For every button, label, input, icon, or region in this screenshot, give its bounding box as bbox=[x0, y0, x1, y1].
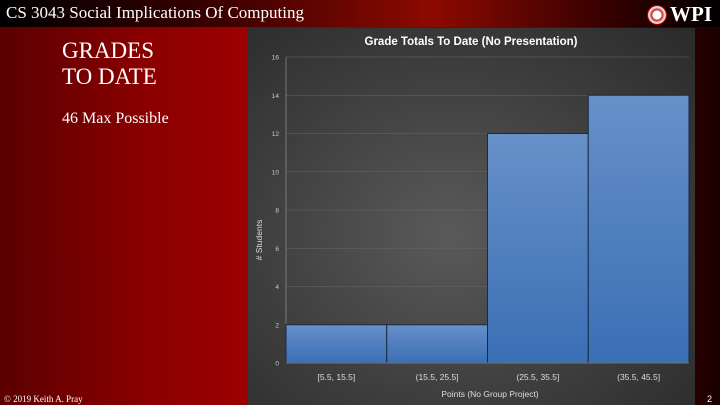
y-tick-label: 12 bbox=[272, 131, 280, 138]
bar bbox=[285, 324, 388, 364]
wpi-logo: WPI bbox=[647, 2, 712, 27]
x-axis-label: Points (No Group Project) bbox=[441, 389, 538, 399]
logo-text: WPI bbox=[670, 2, 712, 26]
chart-svg: Grade Totals To Date (No Presentation) P… bbox=[254, 36, 690, 399]
course-title: CS 3043 Social Implications Of Computing bbox=[6, 3, 304, 22]
bar bbox=[587, 94, 690, 364]
title-line: TO DATE bbox=[62, 64, 157, 89]
slide-title: GRADES TO DATE bbox=[62, 38, 157, 90]
x-tick-label: [5.5, 15.5] bbox=[317, 372, 355, 382]
y-tick-label: 6 bbox=[275, 246, 279, 253]
chart-title: Grade Totals To Date (No Presentation) bbox=[365, 36, 578, 48]
page-number: 2 bbox=[706, 394, 712, 404]
y-tick-label: 16 bbox=[272, 55, 280, 62]
bar bbox=[386, 324, 488, 364]
y-tick-label: 14 bbox=[272, 93, 280, 100]
slide-subtitle: 46 Max Possible bbox=[62, 110, 169, 127]
bar bbox=[487, 133, 589, 364]
y-tick-label: 4 bbox=[275, 284, 279, 291]
x-tick-label: (15.5, 25.5] bbox=[416, 372, 459, 382]
x-tick-label: (35.5, 45.5] bbox=[617, 372, 660, 382]
y-tick-label: 2 bbox=[275, 322, 279, 329]
header-bar: CS 3043 Social Implications Of Computing… bbox=[0, 0, 720, 27]
title-line: GRADES bbox=[62, 38, 155, 63]
copyright: © 2019 Keith A. Pray bbox=[4, 394, 83, 404]
x-tick-label: (25.5, 35.5] bbox=[516, 372, 559, 382]
y-tick-label: 8 bbox=[275, 208, 279, 215]
seal-icon bbox=[647, 4, 667, 25]
y-axis-label: # Students bbox=[254, 220, 264, 261]
y-tick-label: 10 bbox=[272, 169, 280, 176]
histogram-chart: Grade Totals To Date (No Presentation) P… bbox=[248, 28, 695, 405]
y-tick-label: 0 bbox=[275, 361, 279, 368]
